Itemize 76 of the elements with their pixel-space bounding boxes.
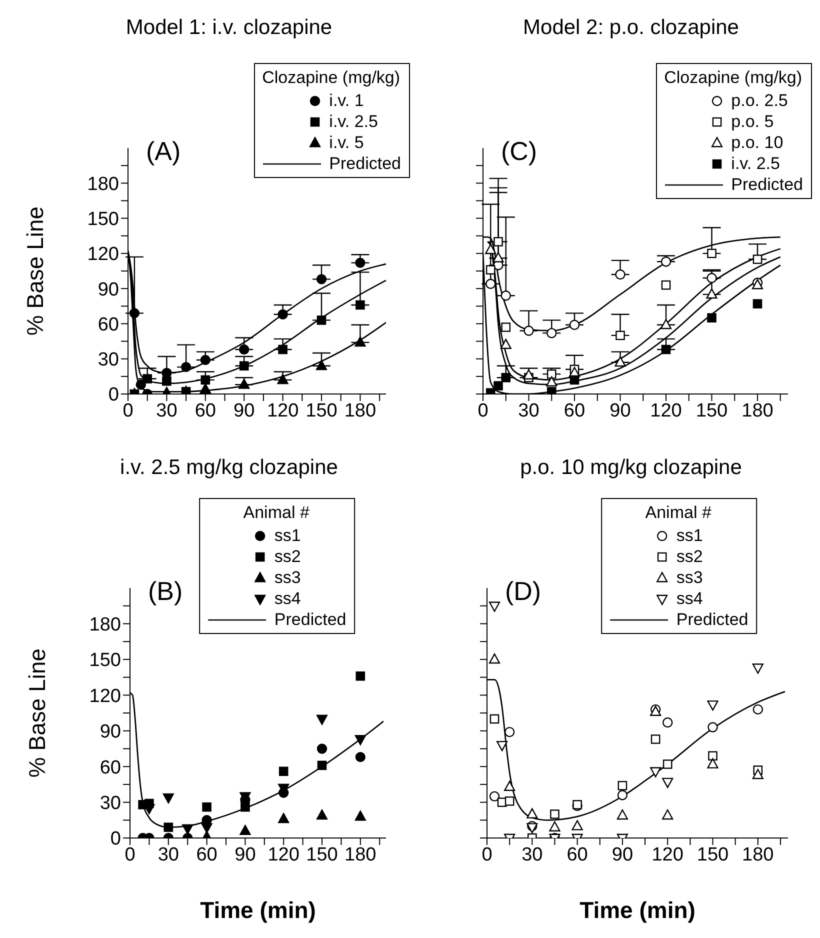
legend-label: ss3 (274, 567, 301, 588)
legend-label: Predicted (274, 609, 346, 630)
x-tick-label: 120 (268, 844, 300, 866)
x-tick-label: 180 (344, 844, 376, 866)
chart-title: Model 1: i.v. clozapine (124, 15, 334, 41)
x-tick-label: 90 (610, 400, 631, 422)
x-tick-label: 120 (266, 400, 299, 422)
x-tick-label: 180 (344, 400, 376, 422)
y-tick-label: 120 (87, 244, 119, 266)
legend-label: ss3 (676, 567, 703, 588)
x-tick-label: 120 (652, 844, 684, 866)
x-tick-label: 30 (518, 400, 540, 422)
legend-label: i.v. 5 (329, 132, 364, 153)
x-tick-label: 150 (696, 400, 728, 422)
legend-title: Animal # (242, 502, 310, 523)
x-tick-label: 90 (234, 400, 255, 422)
y-tick-label: 60 (100, 757, 121, 778)
legend-label: ss2 (274, 546, 301, 567)
annotation: (A) (146, 136, 181, 167)
chart-title: Model 2: p.o. clozapine (522, 15, 740, 41)
legend-label: i.v. 2.5 (329, 111, 378, 132)
y-axis-title: % Base Line (24, 648, 50, 778)
x-tick-label: 150 (306, 400, 338, 422)
x-tick-label: 60 (194, 400, 216, 422)
legend-label: Predicted (329, 153, 401, 174)
y-tick-label: 150 (89, 650, 121, 672)
x-axis-title: Time (min) (580, 897, 696, 923)
x-tick-label: 30 (522, 844, 543, 866)
x-tick-label: 90 (612, 844, 634, 866)
annotation: (C) (501, 136, 538, 167)
legend-label: ss4 (274, 588, 301, 609)
x-tick-label: 30 (156, 400, 178, 422)
x-tick-label: 150 (306, 844, 338, 866)
legend-label: p.o. 10 (731, 132, 784, 153)
legend-label: i.v. 1 (329, 90, 364, 111)
y-tick-label: 30 (98, 350, 119, 371)
x-tick-label: 0 (124, 844, 136, 866)
legend-label: ss2 (676, 546, 703, 567)
y-tick-label: 60 (98, 314, 119, 336)
x-tick-label: 0 (478, 400, 488, 422)
legend-label: p.o. 5 (731, 111, 774, 132)
chart-title: p.o. 10 mg/kg clozapine (519, 455, 743, 481)
x-tick-label: 180 (742, 400, 774, 422)
x-tick-label: 0 (482, 844, 492, 866)
legend-label: i.v. 2.5 (731, 153, 780, 174)
x-tick-label: 60 (196, 844, 218, 866)
y-tick-label: 150 (87, 209, 119, 230)
x-tick-label: 180 (742, 844, 774, 866)
x-tick-label: 120 (650, 400, 682, 422)
x-tick-label: 30 (158, 844, 179, 866)
annotation: (B) (148, 576, 183, 607)
y-tick-label: 0 (108, 384, 119, 406)
legend-title: Clozapine (mg/kg) (261, 67, 401, 88)
legend-title: Clozapine (mg/kg) (663, 67, 803, 88)
x-tick-label: 90 (234, 844, 256, 866)
annotation: (D) (505, 576, 542, 607)
x-tick-label: 60 (566, 844, 588, 866)
x-axis-title: Time (min) (200, 897, 316, 923)
legend-label: ss4 (676, 588, 703, 609)
legend-label: Predicted (731, 174, 803, 195)
y-tick-label: 90 (98, 279, 119, 300)
y-tick-label: 180 (87, 174, 119, 195)
y-tick-label: 90 (100, 722, 121, 743)
y-axis-title: % Base Line (22, 206, 48, 336)
y-tick-label: 180 (89, 614, 121, 636)
legend-label: ss1 (676, 525, 703, 546)
y-tick-label: 0 (110, 828, 121, 850)
x-tick-label: 60 (564, 400, 586, 422)
y-tick-label: 120 (89, 686, 121, 707)
x-tick-label: 150 (696, 844, 729, 866)
legend-label: p.o. 2.5 (731, 90, 788, 111)
legend-label: Predicted (676, 609, 748, 630)
y-tick-label: 30 (100, 793, 121, 814)
legend-label: ss1 (274, 525, 301, 546)
chart-title: i.v. 2.5 mg/kg clozapine (119, 455, 339, 481)
legend-title: Animal # (644, 502, 712, 523)
